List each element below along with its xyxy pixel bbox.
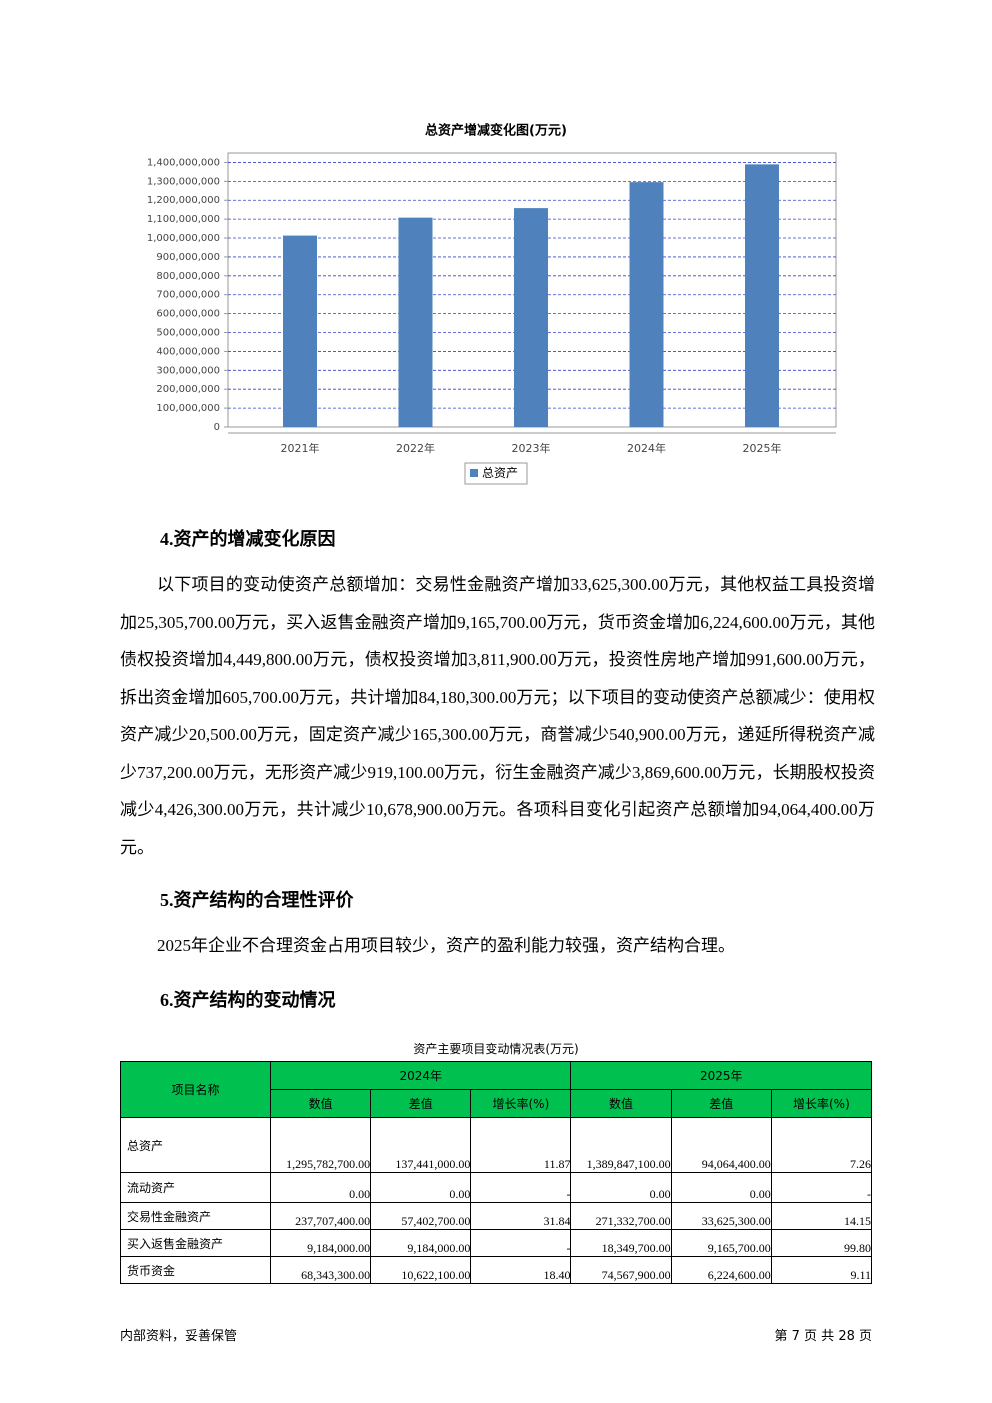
y-tick-label: 700,000,000	[156, 290, 220, 301]
header-row: 项目名称 2024年 2025年	[120, 1061, 872, 1118]
y-tick-label: 500,000,000	[156, 328, 220, 339]
paragraph: 2025年企业不合理资金占用项目较少，资产的盈利能力较强，资产结构合理。	[157, 936, 735, 955]
y-tick-label: 1,000,000,000	[147, 233, 220, 244]
cell: 1,295,782,700.00	[269, 1117, 372, 1173]
legend-swatch	[470, 469, 478, 477]
cell: 74,567,900.00	[570, 1256, 672, 1284]
cell: 9,184,000.00	[370, 1229, 472, 1257]
row-name: 货币资金	[120, 1256, 271, 1284]
cell: 9,184,000.00	[269, 1229, 372, 1257]
cell: 0.00	[370, 1172, 472, 1203]
table-row: 流动资产 0.00 0.00-0.00 0.00-	[120, 1172, 873, 1203]
cell: 9.11	[770, 1256, 873, 1284]
cell: 11.87	[470, 1117, 572, 1173]
table-caption: 资产主要项目变动情况表(万元)	[413, 1042, 579, 1056]
cell: 6,224,600.00	[670, 1256, 772, 1284]
y-tick-label: 200,000,000	[156, 384, 220, 395]
y-tick-label: 1,300,000,000	[147, 176, 220, 187]
table-row: 总资产 1,295,782,700.00 137,441,000.00 11.87 1,…	[120, 1117, 873, 1173]
bar	[629, 182, 664, 427]
cell: 10,622,100.00	[370, 1256, 472, 1284]
cell: -	[770, 1172, 873, 1203]
heading: 5.资产结构的合理性评价	[160, 890, 354, 910]
cell: -	[470, 1172, 572, 1203]
x-tick-label: 2024年	[627, 441, 666, 455]
header-cell: 2024年	[269, 1061, 572, 1090]
bar	[398, 217, 433, 427]
cell: 271,332,700.00	[570, 1202, 672, 1230]
bar	[745, 164, 779, 427]
header-cell: 数值	[570, 1089, 672, 1118]
table-row: 交易性金融资产 237,707,400.00 57,402,700.00 31.84 2…	[120, 1202, 873, 1230]
bar	[283, 235, 317, 427]
table: 项目名称 2024年 2025年 数值 差值 增长率(%) 数值 差值 增长率(%) 总资产 1,2…	[120, 1061, 873, 1284]
cell: 18.40	[470, 1256, 572, 1284]
cell: 7.26	[770, 1117, 873, 1173]
header-cell: 差值	[370, 1089, 472, 1118]
cell: 237,707,400.00	[269, 1202, 372, 1230]
row-name: 总资产	[120, 1117, 271, 1173]
chart-title: 总资产增减变化图(万元)	[425, 123, 567, 139]
bar	[514, 208, 548, 427]
footer-right: 第 7 页 共 28 页	[774, 1329, 872, 1344]
y-tick-label: 1,400,000,000	[147, 157, 220, 168]
cell: 0.00	[670, 1172, 772, 1203]
cell: 14.15	[770, 1202, 873, 1230]
heading: 4.资产的增减变化原因	[160, 529, 336, 549]
cell: 94,064,400.00	[670, 1117, 772, 1173]
x-tick-label: 2022年	[396, 441, 435, 455]
legend-label: 总资产	[482, 466, 518, 480]
header-cell: 项目名称	[120, 1061, 271, 1118]
cell: 0.00	[269, 1172, 372, 1203]
paragraph: 以下项目的变动使资产总额增加：交易性金融资产增加33,625,300.00万元，…	[120, 575, 875, 857]
y-tick-label: 1,100,000,000	[147, 214, 220, 225]
header-cell: 增长率(%)	[770, 1089, 873, 1118]
y-tick-label: 300,000,000	[156, 365, 220, 376]
x-tick-label: 2023年	[512, 441, 551, 455]
y-tick-label: 900,000,000	[156, 252, 220, 263]
cell: 18,349,700.00	[570, 1229, 672, 1257]
y-tick-label: 1,200,000,000	[147, 195, 220, 206]
cell: 33,625,300.00	[670, 1202, 772, 1230]
heading: 6.资产结构的变动情况	[160, 990, 336, 1010]
header-cell: 增长率(%)	[470, 1089, 572, 1118]
x-tick-label: 2021年	[281, 441, 320, 455]
header-cell: 数值	[269, 1089, 372, 1118]
cell: 99.80	[770, 1229, 873, 1257]
y-tick-label: 0	[214, 422, 220, 433]
cell: -	[470, 1229, 572, 1257]
header-row: 数值 差值 增长率(%) 数值 差值 增长率(%)	[121, 1089, 873, 1118]
cell: 31.84	[470, 1202, 572, 1230]
cell: 9,165,700.00	[670, 1229, 772, 1257]
y-tick-label: 400,000,000	[156, 346, 220, 357]
footer-left: 内部资料，妥善保管	[120, 1329, 238, 1344]
row-name: 交易性金融资产	[120, 1202, 271, 1230]
y-tick-label: 100,000,000	[156, 403, 220, 414]
cell: 68,343,300.00	[269, 1256, 372, 1284]
cell: 137,441,000.00	[370, 1117, 472, 1173]
row-name: 流动资产	[120, 1172, 271, 1203]
legend-box	[464, 462, 528, 485]
cell: 57,402,700.00	[370, 1202, 472, 1230]
x-tick-label: 2025年	[743, 441, 782, 455]
cell: 1,389,847,100.00	[570, 1117, 672, 1173]
y-tick-label: 600,000,000	[156, 309, 220, 320]
header-cell: 差值	[670, 1089, 772, 1118]
table-row: 货币资金 68,343,300.00 10,622,100.00 18.40 74,56…	[120, 1256, 873, 1284]
chart: 总资产增减变化图(万元) 0 100,000,000 200,000,000 300,…	[147, 123, 837, 485]
header-cell: 2025年	[570, 1061, 872, 1090]
cell: 0.00	[570, 1172, 672, 1203]
y-tick-label: 800,000,000	[156, 271, 220, 282]
table-row: 买入返售金融资产 9,184,000.00 9,184,000.00-18,349,…	[120, 1229, 873, 1257]
row-name: 买入返售金融资产	[120, 1229, 271, 1257]
